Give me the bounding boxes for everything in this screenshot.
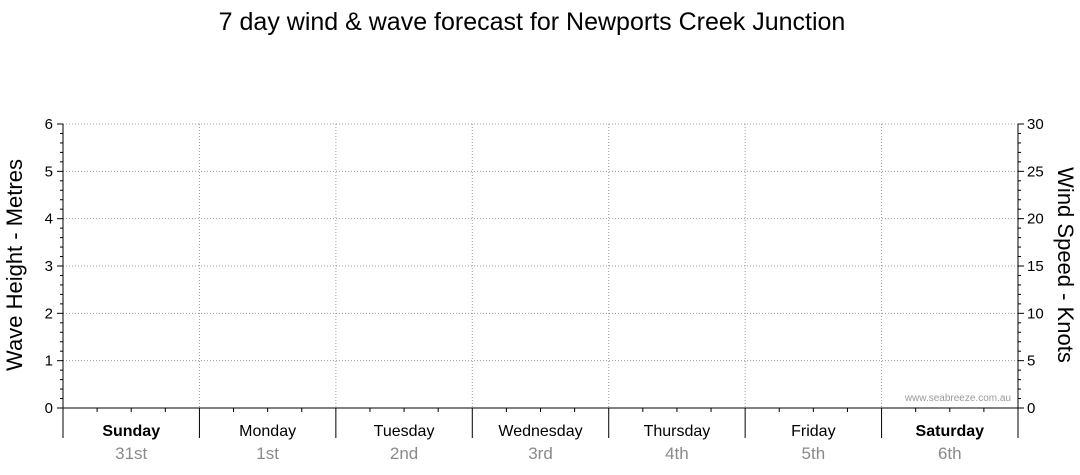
watermark-text: www.seabreeze.com.au xyxy=(904,393,1011,404)
day-date-label: 5th xyxy=(802,444,826,463)
day-date-label: 4th xyxy=(665,444,689,463)
left-tick-label: 5 xyxy=(45,163,53,180)
day-name-label: Tuesday xyxy=(374,423,435,440)
right-tick-label: 20 xyxy=(1027,211,1044,228)
right-axis-title: Wind Speed - Knots xyxy=(1053,167,1078,363)
left-axis-title: Wave Height - Metres xyxy=(2,159,27,371)
day-name-label: Thursday xyxy=(644,423,711,440)
day-date-label: 3rd xyxy=(528,444,553,463)
right-tick-label: 10 xyxy=(1027,305,1044,322)
right-tick-label: 30 xyxy=(1027,116,1044,133)
right-tick-label: 5 xyxy=(1027,353,1035,370)
left-tick-label: 6 xyxy=(45,116,53,133)
day-date-label: 6th xyxy=(938,444,962,463)
left-tick-label: 3 xyxy=(45,258,53,275)
day-labels: Sunday 31st Monday 1st Tuesday 2nd Wednesday 3r… xyxy=(102,423,984,463)
day-date-label: 1st xyxy=(256,444,279,463)
left-tick-label: 2 xyxy=(45,305,53,322)
right-tick-label: 0 xyxy=(1027,400,1035,417)
left-tick-label: 1 xyxy=(45,353,53,370)
day-date-label: 2nd xyxy=(390,444,418,463)
grid-lines xyxy=(63,123,1018,408)
day-name-label: Sunday xyxy=(102,423,160,440)
day-name-label: Monday xyxy=(239,423,296,440)
right-tick-label: 15 xyxy=(1027,258,1044,275)
left-tick-label: 4 xyxy=(45,211,53,228)
day-name-label: Wednesday xyxy=(498,423,582,440)
day-name-label: Friday xyxy=(791,423,835,440)
right-axis-ticks: 0 5 10 15 20 25 30 xyxy=(1018,116,1044,417)
day-date-label: 31st xyxy=(115,444,147,463)
left-tick-label: 0 xyxy=(45,400,53,417)
day-name-label: Saturday xyxy=(916,423,985,440)
chart-title: 7 day wind & wave forecast for Newports … xyxy=(219,8,846,36)
left-axis-ticks: 0 1 2 3 4 5 6 xyxy=(45,116,63,417)
right-tick-label: 25 xyxy=(1027,163,1044,180)
